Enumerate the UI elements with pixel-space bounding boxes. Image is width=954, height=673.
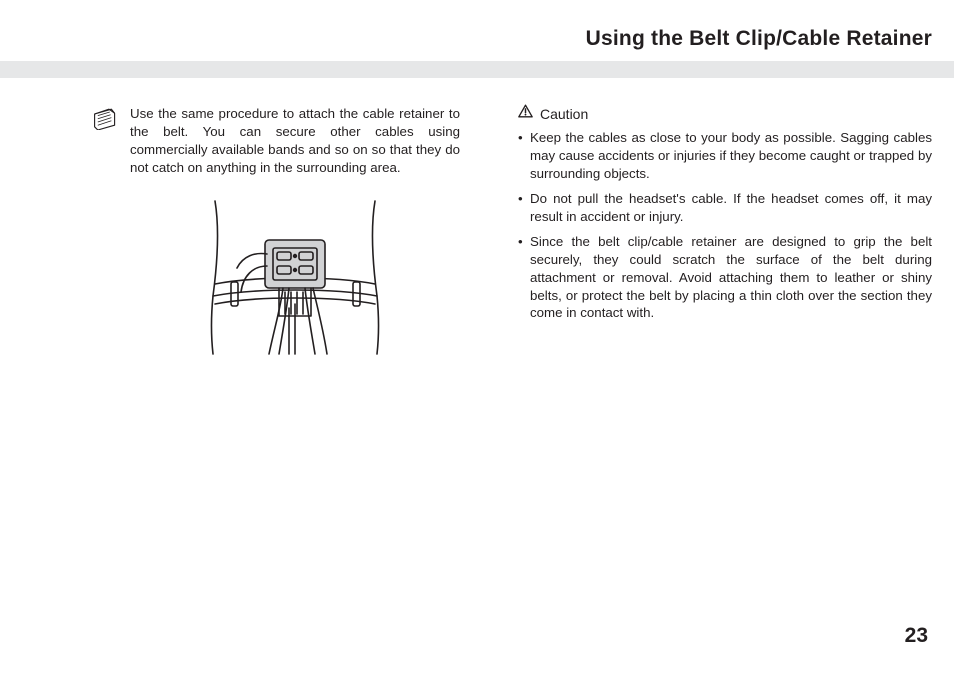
caution-heading: Caution [518, 104, 588, 123]
caution-item: Since the belt clip/cable retainer are d… [518, 233, 932, 323]
page-title: Using the Belt Clip/Cable Retainer [0, 27, 932, 51]
caution-label: Caution [540, 106, 588, 122]
caution-list: Keep the cables as close to your body as… [518, 129, 932, 329]
note-icon [92, 106, 118, 135]
warning-triangle-icon [518, 104, 533, 123]
caution-item: Keep the cables as close to your body as… [518, 129, 932, 183]
note-text: Use the same procedure to attach the cab… [130, 105, 460, 177]
belt-clip-illustration [195, 196, 395, 361]
page-number: 23 [905, 624, 928, 648]
manual-page: Using the Belt Clip/Cable Retainer Use t… [0, 0, 954, 673]
header-band [0, 61, 954, 78]
caution-item: Do not pull the headset's cable. If the … [518, 190, 932, 226]
